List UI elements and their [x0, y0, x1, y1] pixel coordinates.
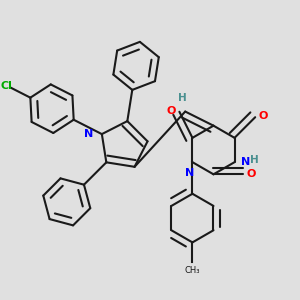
Text: H: H	[250, 155, 259, 165]
Text: N: N	[84, 129, 93, 139]
Text: N: N	[241, 157, 250, 167]
Text: O: O	[167, 106, 176, 116]
Text: H: H	[178, 93, 187, 103]
Text: CH₃: CH₃	[185, 266, 200, 274]
Text: O: O	[259, 111, 268, 121]
Text: N: N	[185, 168, 195, 178]
Text: O: O	[246, 169, 256, 179]
Text: Cl: Cl	[1, 80, 13, 91]
